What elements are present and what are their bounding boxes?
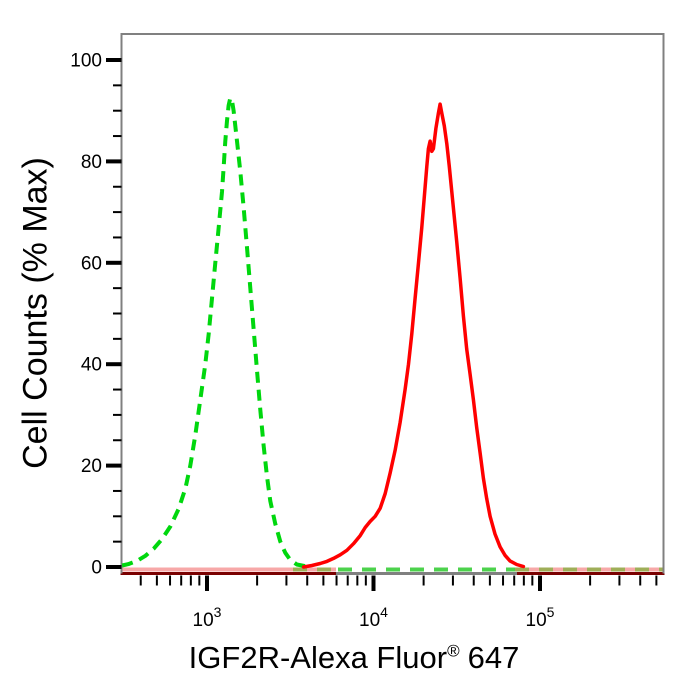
y-tick-label: 0 xyxy=(91,558,102,579)
x-axis-title-main: IGF2R-Alexa Fluor xyxy=(188,640,448,675)
x-tick-exponent: 3 xyxy=(214,604,222,620)
y-tick-label: 100 xyxy=(70,51,102,72)
green-dashed-curve xyxy=(121,96,308,569)
y-tick-label: 40 xyxy=(81,355,102,376)
y-tick-label: 20 xyxy=(81,456,102,477)
x-axis-title: IGF2R-Alexa Fluor® 647 xyxy=(189,640,520,676)
x-tick-label: 104 xyxy=(359,604,388,631)
x-tick-exponent: 5 xyxy=(547,604,555,620)
x-tick-mantissa: 10 xyxy=(526,610,547,631)
x-axis-title-suffix: 647 xyxy=(467,640,520,675)
x-tick-label: 103 xyxy=(193,604,222,631)
y-tick-label: 80 xyxy=(81,152,102,173)
red-solid-curve xyxy=(301,102,526,569)
registered-trademark-icon: ® xyxy=(447,641,460,661)
x-tick-label: 105 xyxy=(526,604,555,631)
y-tick-label: 60 xyxy=(81,253,102,274)
x-tick-exponent: 4 xyxy=(380,604,388,620)
x-tick-mantissa: 10 xyxy=(193,610,214,631)
x-tick-mantissa: 10 xyxy=(359,610,380,631)
